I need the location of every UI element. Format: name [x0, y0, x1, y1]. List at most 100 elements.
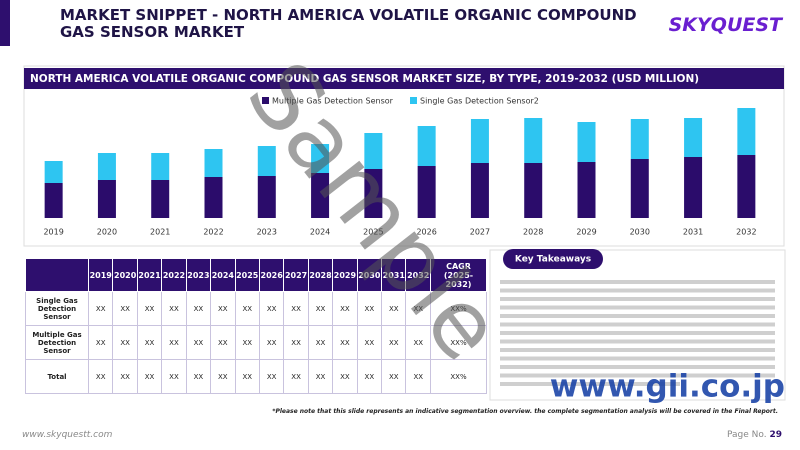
bar-segment — [257, 176, 276, 218]
bar-segment — [577, 122, 596, 162]
table-cell: XX — [136, 291, 163, 326]
page-title: MARKET SNIPPET - NORTH AMERICA VOLATILE … — [60, 6, 637, 41]
table-cell: XX — [112, 359, 138, 394]
blurred-line — [500, 339, 775, 344]
bar-segment — [630, 159, 649, 218]
column-header: 2023 — [185, 258, 212, 292]
table-cell: XX — [283, 325, 309, 360]
blurred-line — [500, 297, 775, 301]
blurred-line — [500, 314, 775, 318]
blurred-line — [500, 365, 775, 369]
chart-frame — [23, 65, 785, 247]
legend-label: Single Gas Detection Sensor2 — [420, 97, 539, 106]
bar-segment — [97, 153, 116, 180]
bar-segment — [524, 118, 543, 163]
table-cell: XX — [258, 359, 285, 394]
chart-title: NORTH AMERICA VOLATILE ORGANIC COMPOUND … — [30, 73, 699, 85]
column-header: 2030 — [356, 258, 383, 292]
table-cell: XX — [283, 359, 309, 394]
column-header: 2027 — [283, 258, 309, 292]
column-header: 2020 — [112, 258, 138, 292]
table-cell: XX — [405, 291, 431, 326]
table-cell: XX — [185, 291, 212, 326]
row-label: Total — [25, 359, 89, 394]
table-cell: XX — [234, 325, 260, 360]
table-cell: XX — [258, 325, 285, 360]
x-tick-label: 2030 — [630, 228, 650, 237]
bar-segment — [44, 161, 63, 183]
x-tick-label: 2024 — [310, 228, 330, 237]
table-cell: XX — [258, 291, 285, 326]
table-cell: XX% — [430, 325, 487, 360]
table-cell: XX — [210, 291, 236, 326]
row-label: Multiple Gas Detection Sensor — [25, 325, 89, 360]
table-cell: XX — [332, 325, 358, 360]
takeaways-text — [500, 280, 775, 386]
blurred-line — [500, 382, 680, 386]
blurred-line — [500, 288, 775, 293]
bar-segment — [151, 153, 170, 180]
blurred-line — [500, 322, 775, 327]
logo: SKYQUEST — [668, 14, 782, 36]
bar-segment — [630, 119, 649, 159]
blurred-line — [500, 305, 775, 310]
bar-segment — [737, 155, 756, 218]
table-cell: XX — [332, 359, 358, 394]
table-cell: XX — [356, 359, 383, 394]
bar-segment — [684, 157, 703, 218]
column-header: CAGR (2025-2032) — [430, 258, 487, 292]
x-tick-label: 2027 — [470, 228, 490, 237]
table-cell: XX — [381, 359, 407, 394]
bar-segment — [470, 119, 489, 163]
blurred-line — [500, 331, 775, 335]
page-label: Page No. — [727, 430, 767, 440]
page-value: 29 — [769, 430, 782, 440]
bar-segment — [311, 144, 330, 173]
bar-segment — [151, 180, 170, 218]
table-cell: XX — [185, 325, 212, 360]
table-cell: XX — [185, 359, 212, 394]
legend-swatch — [410, 97, 417, 104]
table-cell: XX — [112, 325, 138, 360]
table-cell: XX — [87, 291, 114, 326]
table-cell: XX — [87, 359, 114, 394]
legend-label: Multiple Gas Detection Sensor — [272, 97, 394, 106]
table-cell: XX — [234, 291, 260, 326]
table-cell: XX — [87, 325, 114, 360]
bar-segment — [684, 118, 703, 157]
takeaways-header — [503, 249, 603, 269]
x-tick-label: 2028 — [523, 228, 543, 237]
blurred-line — [500, 373, 775, 378]
column-header: 2024 — [210, 258, 236, 292]
x-tick-label: 2026 — [416, 228, 436, 237]
footer-url: www.skyquestt.com — [22, 430, 113, 440]
x-tick-label: 2022 — [203, 228, 223, 237]
legend-swatch — [262, 97, 269, 104]
table-cell: XX — [234, 359, 260, 394]
row-label: Single Gas Detection Sensor — [25, 291, 89, 326]
table-cell: XX — [356, 325, 383, 360]
bar-segment — [577, 162, 596, 218]
x-tick-label: 2029 — [576, 228, 596, 237]
table-cell: XX — [136, 325, 163, 360]
table-cell: XX — [112, 291, 138, 326]
bar-segment — [417, 126, 436, 166]
x-tick-label: 2019 — [43, 228, 63, 237]
table-cell: XX — [161, 325, 187, 360]
table-cell: XX% — [430, 291, 487, 326]
table-cell: XX — [307, 359, 334, 394]
x-tick-label: 2031 — [683, 228, 703, 237]
column-header: 2022 — [161, 258, 187, 292]
x-tick-label: 2032 — [736, 228, 756, 237]
bar-segment — [97, 180, 116, 218]
blurred-line — [500, 356, 775, 361]
data-table: 2019 2020 2021 2022 2023 2024 2025 2026 2027 2028… — [25, 258, 487, 394]
bar-segment — [470, 163, 489, 218]
table-cell: XX — [381, 325, 407, 360]
table-cell: XX — [283, 291, 309, 326]
table-cell: XX — [332, 291, 358, 326]
table-cell: XX% — [430, 359, 487, 394]
blurred-line — [500, 280, 775, 284]
